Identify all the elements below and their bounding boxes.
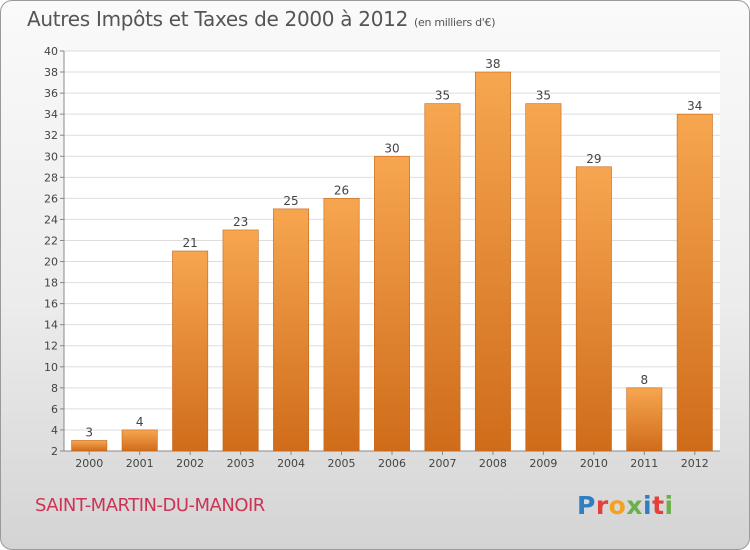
y-tick-label: 14 — [44, 319, 58, 332]
x-tick-label: 2012 — [681, 457, 709, 470]
data-label: 25 — [283, 194, 298, 208]
y-tick-label: 20 — [44, 256, 58, 269]
data-label: 4 — [136, 415, 144, 429]
bar — [172, 250, 209, 452]
y-tick-label: 30 — [44, 150, 58, 163]
x-tick-label: 2000 — [75, 457, 103, 470]
bar — [374, 155, 410, 452]
x-tick-label: 2003 — [227, 457, 255, 470]
x-tick-label: 2008 — [479, 457, 507, 470]
logo-letter: P — [577, 491, 596, 520]
x-tick-label: 2006 — [378, 457, 406, 470]
chart-title: Autres Impôts et Taxes de 2000 à 2012 (en… — [27, 7, 495, 31]
logo-letter: o — [608, 491, 627, 520]
bar — [323, 198, 360, 452]
y-tick-label: 34 — [44, 108, 58, 121]
x-tick-label: 2011 — [630, 457, 658, 470]
data-label: 35 — [435, 89, 450, 103]
data-label: 35 — [536, 89, 551, 103]
y-tick-label: 24 — [44, 213, 58, 226]
x-tick-label: 2009 — [529, 457, 557, 470]
y-tick-label: 32 — [44, 129, 58, 142]
proxiti-logo: Proxiti — [577, 491, 674, 520]
y-tick-label: 12 — [44, 340, 58, 353]
data-label: 23 — [233, 215, 248, 229]
data-label: 26 — [334, 183, 349, 197]
data-label: 38 — [485, 57, 500, 71]
y-tick-label: 28 — [44, 171, 58, 184]
x-tick-label: 2005 — [328, 457, 356, 470]
bar — [71, 440, 108, 452]
logo-letter: x — [626, 491, 643, 520]
logo-letter: i — [643, 491, 653, 520]
x-tick-label: 2010 — [580, 457, 608, 470]
chart-subtitle: (en milliers d'€) — [414, 16, 496, 29]
y-tick-label: 8 — [51, 382, 58, 395]
bar — [676, 113, 713, 452]
bar — [121, 429, 158, 452]
data-label: 29 — [586, 152, 601, 166]
y-tick-label: 22 — [44, 234, 58, 247]
logo-letter: i — [664, 491, 674, 520]
x-tick-label: 2002 — [176, 457, 204, 470]
y-tick-label: 2 — [51, 445, 58, 458]
y-tick-label: 36 — [44, 87, 58, 100]
data-label: 30 — [384, 141, 399, 155]
y-tick-label: 4 — [51, 424, 58, 437]
data-label: 21 — [183, 236, 198, 250]
x-tick-label: 2004 — [277, 457, 305, 470]
y-tick-label: 18 — [44, 277, 58, 290]
logo-letter: r — [595, 491, 609, 520]
y-tick-label: 40 — [44, 45, 58, 58]
logo-letter: t — [652, 491, 665, 520]
y-tick-label: 6 — [51, 403, 58, 416]
y-tick-label: 16 — [44, 298, 58, 311]
chart-title-text: Autres Impôts et Taxes de 2000 à 2012 — [27, 7, 408, 31]
bar — [575, 166, 612, 452]
bar — [273, 208, 310, 452]
y-tick-label: 38 — [44, 66, 58, 79]
bar — [474, 71, 511, 452]
bar — [626, 387, 663, 452]
place-name: SAINT-MARTIN-DU-MANOIR — [35, 495, 265, 516]
x-tick-label: 2001 — [126, 457, 154, 470]
data-label: 3 — [85, 425, 93, 439]
bar — [222, 229, 259, 452]
x-tick-label: 2007 — [428, 457, 456, 470]
bar — [525, 103, 562, 452]
y-tick-label: 26 — [44, 192, 58, 205]
bar — [424, 103, 461, 452]
y-tick-label: 10 — [44, 361, 58, 374]
data-label: 8 — [640, 373, 648, 387]
data-label: 34 — [687, 99, 702, 113]
